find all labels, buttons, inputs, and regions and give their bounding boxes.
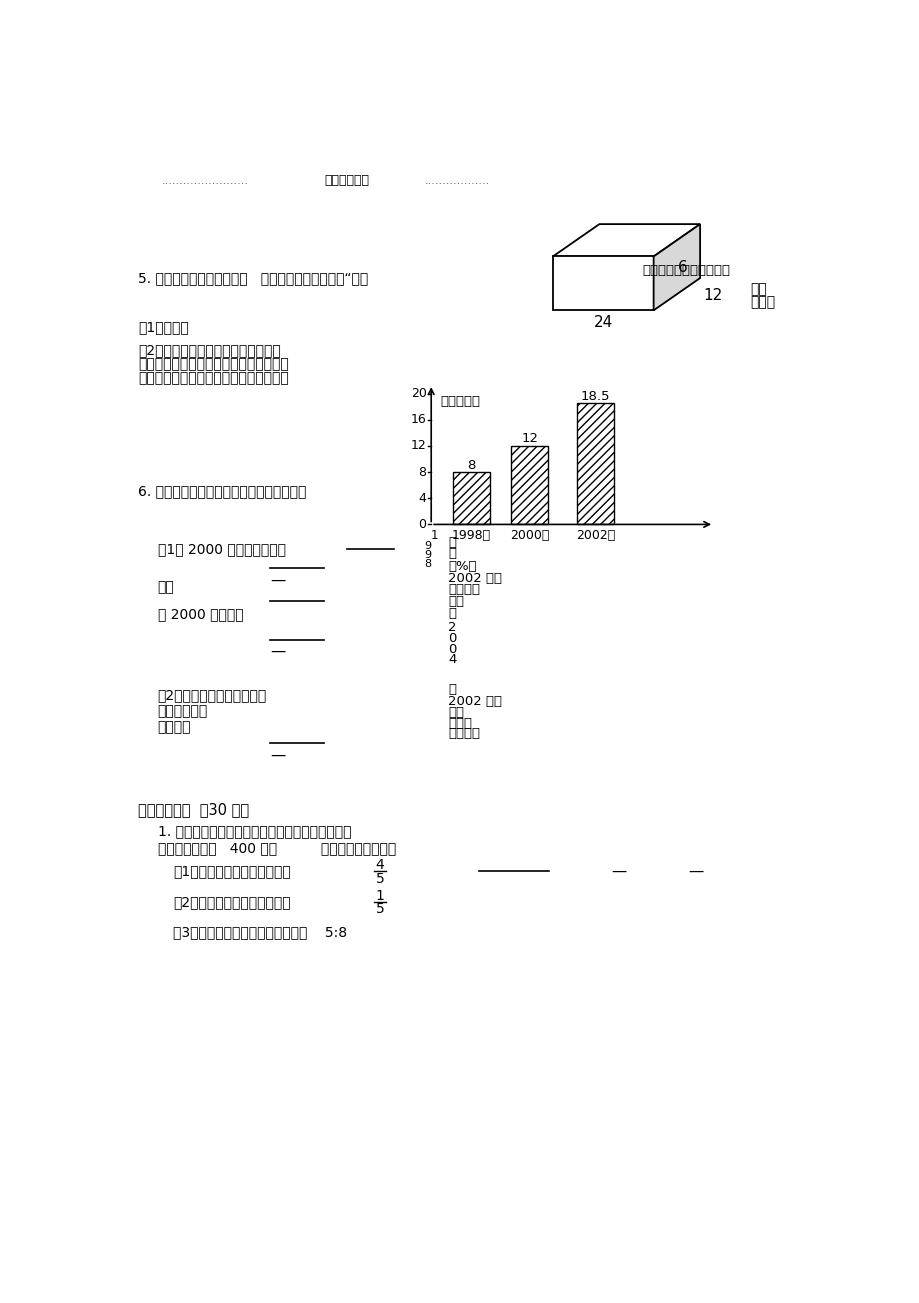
Text: 1998年: 1998年 xyxy=(451,529,491,542)
Text: ..................: .................. xyxy=(425,176,490,186)
Text: 图书馆有文艺书   400 本，          ，有科技书多少本？: 图书馆有文艺书 400 本， ，有科技书多少本？ xyxy=(157,840,395,855)
Text: 24: 24 xyxy=(593,315,612,330)
Text: ）种: ）种 xyxy=(750,281,766,296)
Text: ........................: ........................ xyxy=(162,176,248,186)
Text: 将达到（: 将达到（ xyxy=(157,721,191,735)
Text: 长（: 长（ xyxy=(157,581,175,594)
Text: 5. 有一个长方体，如右图，   （单位：厘米）现将它“切成: 5. 有一个长方体，如右图， （单位：厘米）现将它“切成 xyxy=(138,271,369,285)
Text: —: — xyxy=(269,572,285,588)
Text: 比 2000 年增长（: 比 2000 年增长（ xyxy=(157,607,243,622)
Text: ）：: ）： xyxy=(448,706,464,719)
Bar xyxy=(576,404,614,524)
Text: 0: 0 xyxy=(418,517,426,530)
Polygon shape xyxy=(652,224,699,310)
Text: 18.5: 18.5 xyxy=(580,390,609,403)
Text: —: — xyxy=(687,864,703,878)
Text: 9: 9 xyxy=(424,550,430,560)
Text: 16: 16 xyxy=(411,413,426,426)
Text: 5: 5 xyxy=(375,903,384,916)
Text: 2: 2 xyxy=(448,622,456,635)
Text: 2002年: 2002年 xyxy=(575,529,615,542)
Text: 游客人数将比: 游客人数将比 xyxy=(157,704,208,718)
Text: 5: 5 xyxy=(375,872,384,886)
Text: 2002 年增: 2002 年增 xyxy=(448,694,502,708)
Text: 12: 12 xyxy=(702,288,721,304)
Text: —: — xyxy=(269,644,285,659)
Text: 切法。: 切法。 xyxy=(750,296,775,310)
Text: 2000年: 2000年 xyxy=(509,529,549,542)
Text: 4: 4 xyxy=(375,857,384,872)
Bar xyxy=(452,472,490,524)
Text: 2002 年的: 2002 年的 xyxy=(448,572,502,585)
Text: ）：: ）： xyxy=(448,595,464,609)
Text: —: — xyxy=(269,748,285,764)
Text: 得最多，算一算表面积最多增加了多少？: 得最多，算一算表面积最多增加了多少？ xyxy=(138,371,289,386)
Text: （1）共有（: （1）共有（ xyxy=(138,321,188,335)
Text: 6: 6 xyxy=(677,259,687,275)
Text: ）%；: ）%； xyxy=(448,559,476,572)
Text: （2）按这样的趋势，你估计: （2）按这样的趋势，你估计 xyxy=(157,688,267,702)
Text: （2）怎样切，使切成三块后的长方体: （2）怎样切，使切成三块后的长方体 xyxy=(138,344,280,357)
Text: 1: 1 xyxy=(375,889,384,903)
Text: 12: 12 xyxy=(411,439,426,452)
Text: 游客人数: 游客人数 xyxy=(448,584,480,597)
Text: 0: 0 xyxy=(448,632,456,645)
Text: 1: 1 xyxy=(430,529,437,542)
Text: 12: 12 xyxy=(520,433,538,446)
Bar xyxy=(510,446,548,524)
Text: 0: 0 xyxy=(448,642,456,655)
Text: 五、应用题。  （30 分）: 五、应用题。 （30 分） xyxy=(138,801,249,817)
Text: 完全一样的三个长方体。: 完全一样的三个长方体。 xyxy=(641,263,729,276)
Text: —: — xyxy=(610,864,626,878)
Text: 1. 根据给出的不同条件，分别列出算式，不计算。: 1. 根据给出的不同条件，分别列出算式，不计算。 xyxy=(157,823,351,838)
Text: （1） 2000 年的游客人数比: （1） 2000 年的游客人数比 xyxy=(157,542,285,556)
Text: （2）科技书的本数比文艺书多: （2）科技书的本数比文艺书多 xyxy=(173,895,290,908)
Text: ）万人。: ）万人。 xyxy=(448,727,480,740)
Text: 6. 某方旅游城市近几年来游客人数统计图。: 6. 某方旅游城市近几年来游客人数统计图。 xyxy=(138,485,306,498)
Text: 8: 8 xyxy=(467,459,475,472)
Text: 。: 。 xyxy=(448,607,456,620)
Text: 增: 增 xyxy=(448,547,456,560)
Text: 长（，: 长（， xyxy=(448,717,471,730)
Text: 4: 4 xyxy=(448,653,456,666)
Text: 年: 年 xyxy=(448,537,456,550)
Text: 名校名师推荐: 名校名师推荐 xyxy=(323,175,369,188)
Text: 8: 8 xyxy=(424,559,430,569)
Text: （3）科技书和文艺书的本数的比是    5:8: （3）科技书和文艺书的本数的比是 5:8 xyxy=(173,925,346,939)
Text: 的表面积的和比原来长方体的表面积增加: 的表面积的和比原来长方体的表面积增加 xyxy=(138,357,289,371)
Polygon shape xyxy=(552,224,699,257)
Text: 单位：万人: 单位：万人 xyxy=(440,395,480,408)
Text: 年: 年 xyxy=(448,683,456,696)
Text: 8: 8 xyxy=(418,465,426,478)
Polygon shape xyxy=(552,257,652,310)
Text: （1）文艺书的本数是科技书的: （1）文艺书的本数是科技书的 xyxy=(173,864,290,878)
Text: 9: 9 xyxy=(424,541,430,551)
Text: 4: 4 xyxy=(418,491,426,504)
Text: 20: 20 xyxy=(410,387,426,400)
